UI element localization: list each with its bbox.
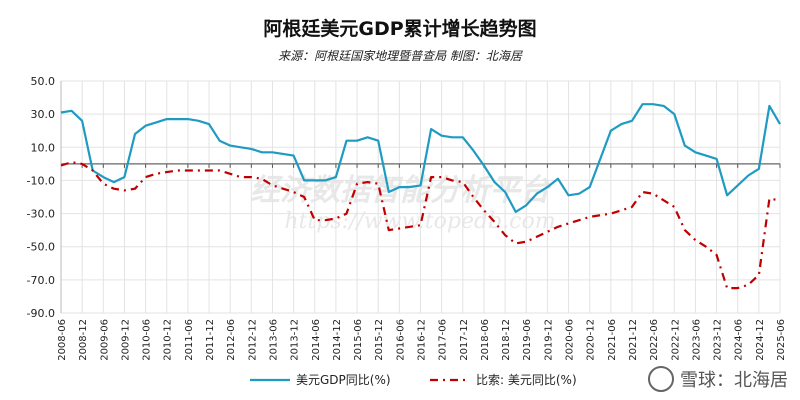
watermark-text: 雪球：北海居 — [680, 370, 788, 391]
x-tick-label: 2008-06 — [57, 319, 68, 361]
y-tick-label: -10.0 — [27, 174, 55, 187]
xueqiu-logo-icon — [648, 366, 674, 392]
x-tick-label: 2009-06 — [99, 319, 110, 361]
y-tick-label: -90.0 — [27, 307, 55, 320]
background-watermark: 经济数据智能分析平台 — [250, 173, 552, 208]
x-tick-label: 2012-06 — [226, 319, 237, 361]
x-tick-label: 2022-12 — [670, 319, 681, 361]
xueqiu-watermark: 雪球：北海居 — [648, 366, 788, 392]
x-tick-label: 2012-12 — [247, 319, 258, 361]
x-tick-label: 2023-06 — [691, 319, 702, 361]
y-tick-label: -70.0 — [27, 274, 55, 287]
x-tick-label: 2008-12 — [78, 319, 89, 361]
x-tick-label: 2024-12 — [755, 319, 766, 361]
x-tick-label: 2022-06 — [649, 319, 660, 361]
y-tick-label: 10.0 — [31, 141, 56, 154]
x-tick-label: 2015-06 — [353, 319, 364, 361]
chart-title: 阿根廷美元GDP累计增长趋势图 — [263, 18, 537, 40]
x-tick-label: 2021-12 — [628, 319, 639, 361]
x-tick-label: 2017-06 — [438, 319, 449, 361]
x-tick-label: 2018-06 — [480, 319, 491, 361]
x-tick-label: 2010-12 — [163, 319, 174, 361]
y-tick-label: 30.0 — [31, 108, 56, 121]
x-tick-label: 2021-06 — [607, 319, 618, 361]
x-tick-label: 2013-12 — [290, 319, 301, 361]
x-tick-label: 2009-12 — [120, 319, 131, 361]
x-tick-label: 2019-12 — [543, 319, 554, 361]
x-tick-label: 2024-06 — [734, 319, 745, 361]
x-tick-label: 2019-06 — [522, 319, 533, 361]
x-tick-label: 2017-12 — [459, 319, 470, 361]
x-tick-label: 2016-06 — [395, 319, 406, 361]
y-tick-label: -50.0 — [27, 241, 55, 254]
legend-label-2: 比索: 美元同比(%) — [476, 373, 577, 387]
x-tick-label: 2015-12 — [374, 319, 385, 361]
legend-label-1: 美元GDP同比(%) — [296, 373, 391, 387]
y-tick-label: -30.0 — [27, 208, 55, 221]
x-tick-label: 2023-12 — [713, 319, 724, 361]
chart-subtitle: 来源：阿根廷国家地理暨普查局 制图：北海居 — [278, 49, 522, 63]
x-tick-label: 2020-06 — [565, 319, 576, 361]
x-tick-label: 2011-06 — [184, 319, 195, 361]
x-tick-label: 2018-12 — [501, 319, 512, 361]
x-tick-label: 2010-06 — [142, 319, 153, 361]
x-tick-label: 2014-06 — [311, 319, 322, 361]
x-tick-label: 2014-12 — [332, 319, 343, 361]
y-tick-label: 50.0 — [31, 75, 56, 88]
x-tick-label: 2011-12 — [205, 319, 216, 361]
x-tick-label: 2013-06 — [268, 319, 279, 361]
x-tick-label: 2020-12 — [586, 319, 597, 361]
x-tick-label: 2025-06 — [776, 319, 787, 361]
x-tick-label: 2016-12 — [417, 319, 428, 361]
